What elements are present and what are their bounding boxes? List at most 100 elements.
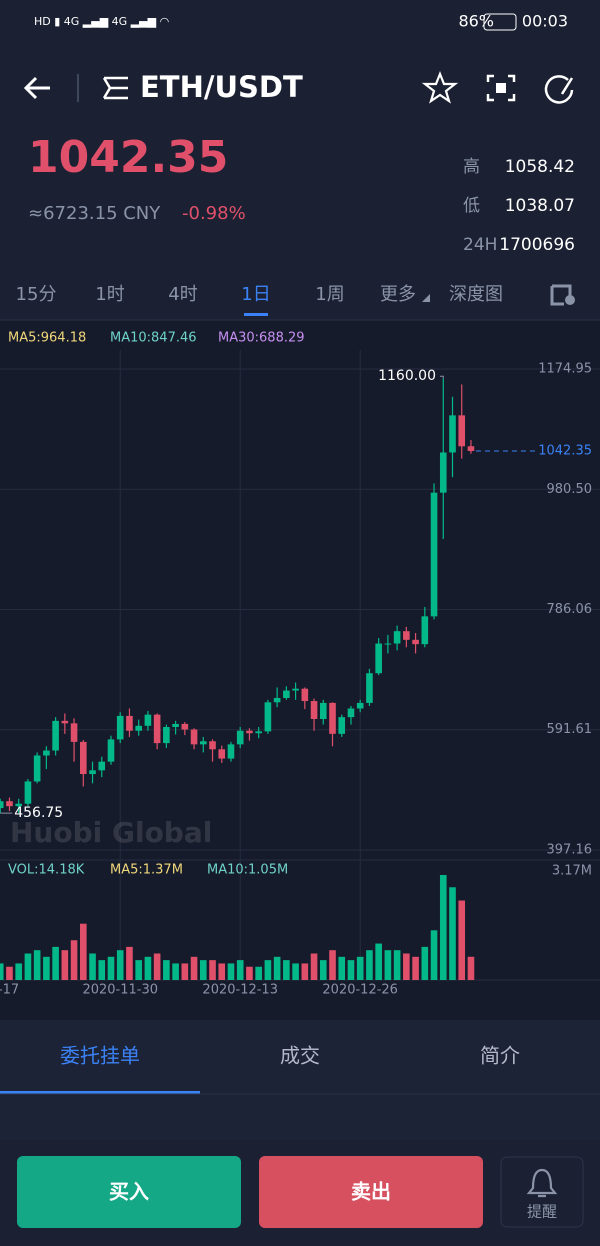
volume-bar — [144, 956, 152, 980]
candle-body — [310, 701, 318, 719]
header-bg — [0, 0, 600, 320]
section-tab[interactable]: 成交 — [280, 1044, 320, 1068]
volume-bar — [172, 963, 179, 980]
volume-bar — [24, 953, 32, 980]
screenshot-button[interactable] — [486, 74, 516, 102]
volume-bar — [33, 950, 41, 980]
candle-body — [430, 492, 438, 617]
volume-bar — [190, 956, 198, 980]
timeframe-tab[interactable]: 1日 — [241, 284, 270, 305]
volume-bar — [218, 963, 226, 980]
candle-body — [24, 781, 32, 804]
volume-bar — [15, 963, 22, 980]
volume-bar — [458, 900, 466, 980]
volume-bar — [61, 950, 69, 980]
section-tab[interactable]: 简介 — [480, 1044, 520, 1068]
min-label: 456.75 — [14, 805, 63, 821]
settings-icon[interactable] — [550, 284, 572, 306]
candle-body — [98, 761, 106, 771]
menu-icon[interactable] — [102, 76, 128, 100]
x-tick-label: 2020-12-13 — [202, 983, 278, 998]
y-tick-label: 397.16 — [547, 843, 593, 858]
candle-body — [163, 727, 170, 744]
chart-bg — [0, 320, 600, 1020]
back-button[interactable] — [23, 76, 50, 100]
volume-bar — [384, 950, 392, 980]
timeframe-tab[interactable]: 深度图 — [449, 284, 503, 305]
candle-body — [366, 673, 373, 703]
volume-bar — [6, 966, 13, 980]
section-tab[interactable]: 委托挂单 — [60, 1044, 140, 1068]
candle-body — [61, 720, 69, 724]
candle-body — [458, 415, 466, 447]
volume-bar — [246, 966, 253, 980]
candle-body — [375, 643, 382, 674]
x-tick-label: 2020-11-30 — [82, 983, 158, 998]
vol-legend: MA5:1.37M — [110, 863, 183, 878]
volume-bar — [375, 943, 382, 980]
watermark: Huobi Global — [10, 816, 212, 849]
volume-bar — [98, 960, 106, 980]
candle-body — [70, 723, 78, 742]
candle-body — [319, 702, 327, 719]
battery-icon — [483, 13, 517, 31]
volume-bar — [116, 950, 124, 980]
stat-label: 高 — [463, 157, 480, 177]
ma-legend: MA5:964.18 — [8, 331, 86, 346]
volume-bar — [439, 875, 447, 980]
candle-body — [412, 639, 419, 645]
volume-bar — [329, 950, 336, 980]
vol-legend: VOL:14.18K — [8, 863, 85, 878]
timeframe-tab[interactable]: 15分 — [16, 284, 57, 305]
ma-legend: MA10:847.46 — [110, 331, 197, 346]
volume-bar — [0, 963, 4, 980]
change: -0.98% — [182, 203, 246, 224]
volume-bar — [89, 953, 96, 980]
ma-legend: MA30:688.29 — [218, 331, 305, 346]
candle-body — [255, 731, 262, 734]
volume-bar — [181, 963, 189, 980]
timeframe-tab[interactable]: 1周 — [315, 284, 344, 305]
screenshot-dot — [496, 83, 506, 93]
timeframe-tab[interactable]: 1时 — [95, 284, 124, 305]
timeframe-tab[interactable]: 更多 — [380, 284, 416, 305]
buy-label: 买入 — [109, 1180, 149, 1204]
candle-body — [199, 741, 207, 745]
volume-bar — [52, 946, 59, 980]
volume-bar — [43, 956, 50, 980]
alert-button[interactable] — [500, 1156, 584, 1228]
candle-body — [80, 741, 87, 775]
candle-body — [393, 631, 401, 644]
volume-bar — [80, 923, 87, 980]
share-button[interactable] — [544, 75, 574, 104]
stat-value: 1038.07 — [505, 196, 575, 216]
last-price-label: 1042.35 — [538, 444, 592, 459]
stat-value: 1058.42 — [505, 157, 575, 177]
timeframe-tab[interactable]: 4时 — [168, 284, 197, 305]
candle-body — [347, 708, 355, 718]
buy-button[interactable] — [17, 1156, 241, 1228]
candle-body — [403, 631, 410, 640]
volume-bar — [273, 956, 281, 980]
settings-gear — [565, 295, 575, 305]
sell-button[interactable] — [259, 1156, 483, 1228]
x-tick-label: 2020-12-26 — [322, 983, 398, 998]
x-tick-label: 11-17 — [0, 983, 19, 998]
candle-body — [172, 723, 179, 728]
sell-label: 卖出 — [351, 1180, 391, 1204]
vol-legend: MA10:1.05M — [207, 863, 288, 878]
candle-body — [283, 690, 290, 698]
candle-body — [52, 720, 59, 751]
alert-label: 提醒 — [527, 1203, 557, 1221]
stat-label: 低 — [463, 196, 480, 216]
volume-bar — [255, 966, 262, 980]
candle-body — [33, 755, 41, 782]
pair: ETH/USDT — [140, 70, 303, 104]
candle-body — [292, 688, 299, 691]
volume-bar — [236, 960, 244, 980]
candle-body — [135, 725, 142, 731]
favorite[interactable] — [421, 71, 459, 104]
volume-bar — [412, 956, 419, 980]
stat-value: 1700696 — [499, 235, 575, 255]
volume-bar — [338, 956, 346, 980]
